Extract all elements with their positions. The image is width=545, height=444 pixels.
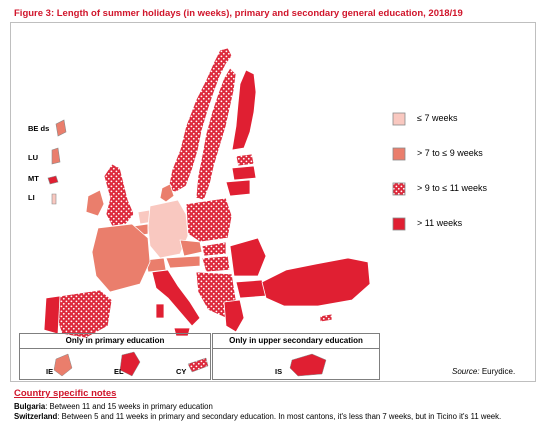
country-notes-heading: Country specific notes xyxy=(14,388,117,399)
inset-be-ds-shape xyxy=(55,119,67,137)
country-france xyxy=(91,223,151,293)
country-germany xyxy=(147,199,189,259)
box-ie-shape xyxy=(53,353,73,377)
note-switzerland-text: : Between 5 and 11 weeks in primary and … xyxy=(57,412,502,421)
country-sardinia xyxy=(155,303,165,319)
source-label: Source: xyxy=(452,367,480,376)
source-line: Source: Eurydice. xyxy=(452,367,515,376)
box-label-is: IS xyxy=(275,367,283,376)
box-label-ie: IE xyxy=(46,367,54,376)
legend-label-7to9: > 7 to ≤ 9 weeks xyxy=(417,148,483,158)
upper-secondary-only-box: Only in upper secondary education IS xyxy=(212,333,380,380)
figure-frame xyxy=(10,22,536,382)
legend-label-9to11: > 9 to ≤ 11 weeks xyxy=(417,183,488,193)
country-bulgaria xyxy=(235,279,267,299)
country-slovakia xyxy=(201,241,227,257)
source-value: Eurydice. xyxy=(481,367,516,376)
country-uk xyxy=(103,163,135,227)
box-label-el: EL xyxy=(114,367,124,376)
box-is-shape xyxy=(289,353,327,377)
note-bulgaria: Bulgaria: Between 11 and 15 weeks in pri… xyxy=(14,402,534,412)
country-greece xyxy=(223,299,245,333)
upper-secondary-only-heading: Only in upper secondary education xyxy=(213,334,379,349)
box-cy-shape xyxy=(187,357,209,373)
country-hungary xyxy=(201,255,231,273)
country-poland xyxy=(185,197,233,243)
country-turkey xyxy=(261,257,371,307)
note-switzerland-country: Switzerland xyxy=(14,412,58,421)
legend-swatch-9to11 xyxy=(392,182,406,196)
inset-label-lu: LU xyxy=(28,153,38,162)
country-finland xyxy=(231,69,257,151)
inset-lu-shape xyxy=(51,147,61,165)
legend-label-le7: ≤ 7 weeks xyxy=(417,113,458,123)
country-austria xyxy=(165,255,201,269)
note-switzerland: Switzerland: Between 5 and 11 weeks in p… xyxy=(14,412,534,422)
figure-title: Figure 3: Length of summer holidays (in … xyxy=(14,8,463,19)
legend-swatch-le7 xyxy=(392,112,406,126)
country-norway xyxy=(167,47,233,193)
country-czechia xyxy=(179,239,203,257)
inset-label-li: LI xyxy=(28,193,35,202)
country-estonia xyxy=(235,153,255,167)
country-italy xyxy=(151,269,201,327)
inset-li-shape xyxy=(51,193,57,205)
legend-swatch-gt11 xyxy=(392,217,406,231)
note-bulgaria-country: Bulgaria xyxy=(14,402,46,411)
inset-label-mt: MT xyxy=(28,174,39,183)
country-spain xyxy=(55,289,113,339)
country-latvia xyxy=(231,165,257,181)
inset-label-be-ds: BE ds xyxy=(28,124,50,133)
country-sweden xyxy=(195,67,237,201)
country-lithuania xyxy=(225,179,251,197)
country-cyprus-main xyxy=(319,313,333,323)
country-romania xyxy=(229,237,267,277)
primary-only-box: Only in primary education IE EL CY xyxy=(19,333,211,380)
legend-swatch-7to9 xyxy=(392,147,406,161)
box-el-shape xyxy=(119,351,141,377)
box-label-cy: CY xyxy=(176,367,187,376)
country-denmark xyxy=(159,183,175,203)
primary-only-heading: Only in primary education xyxy=(20,334,210,349)
country-ireland-main xyxy=(85,189,105,217)
legend-label-gt11: > 11 weeks xyxy=(417,218,463,228)
inset-mt-shape xyxy=(47,175,59,185)
note-bulgaria-text: : Between 11 and 15 weeks in primary edu… xyxy=(45,402,213,411)
country-portugal xyxy=(43,295,61,335)
